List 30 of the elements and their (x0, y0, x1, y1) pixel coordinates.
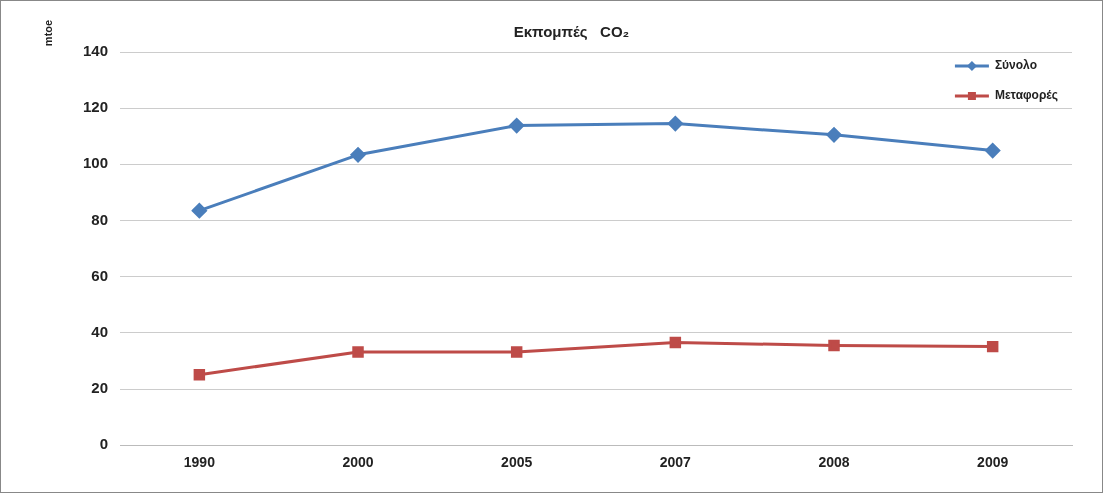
x-tick-label: 2009 (977, 454, 1009, 471)
point (985, 143, 1001, 159)
y-tick-label: 80 (91, 210, 109, 228)
point (826, 127, 842, 143)
point (667, 116, 683, 132)
legend-label: Μεταφορές (994, 88, 1059, 103)
x-tick-label: 1990 (183, 454, 216, 471)
point (191, 203, 207, 219)
y-tick-label: 0 (99, 435, 109, 453)
x-tick-label: 2008 (818, 454, 850, 471)
y-axis-title: mtoe (42, 19, 55, 47)
point (669, 336, 682, 349)
x-tick-label: 2005 (501, 454, 533, 471)
y-tick-label: 60 (91, 266, 109, 284)
point (193, 368, 206, 381)
point (828, 339, 840, 352)
point (350, 147, 366, 163)
y-tick-label: 40 (91, 323, 109, 340)
y-tick-label: 140 (83, 42, 109, 60)
y-tick-label: 120 (83, 98, 109, 116)
chart-title: Εκπομπές CO₂ (513, 23, 630, 41)
point (510, 346, 523, 358)
point (986, 340, 999, 353)
legend-label: Σύνολο (994, 58, 1037, 73)
point (509, 118, 525, 134)
y-tick-label: 100 (83, 154, 109, 172)
point (352, 346, 364, 358)
x-tick-label: 2007 (659, 454, 692, 471)
x-tick-label: 2000 (342, 454, 374, 471)
y-tick-label: 20 (91, 379, 109, 397)
